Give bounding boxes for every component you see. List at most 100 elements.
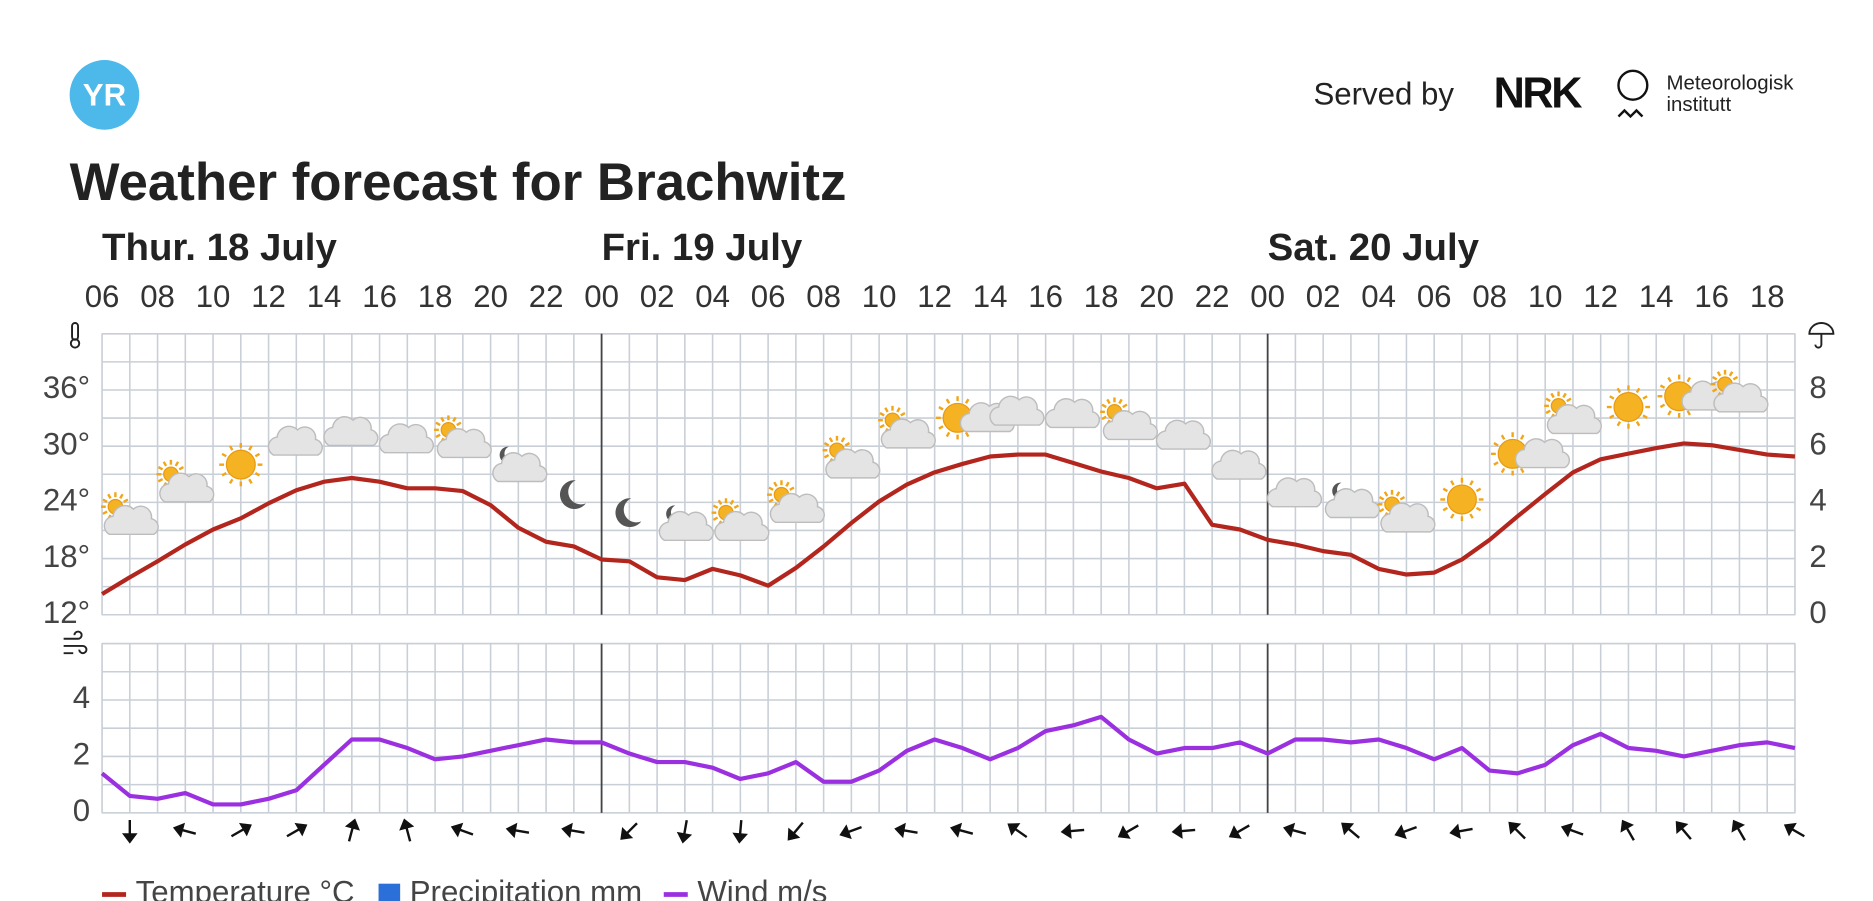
sun-ray xyxy=(1101,415,1107,421)
wind-arrow xyxy=(505,822,530,839)
sun-ray xyxy=(785,481,790,487)
weather-symbol xyxy=(1044,398,1101,429)
wind-arrow xyxy=(1228,824,1250,839)
sun-ray xyxy=(1378,496,1385,501)
series-line xyxy=(100,441,1796,596)
cloud xyxy=(492,452,548,483)
wind-arrow xyxy=(344,818,360,842)
weather-symbol xyxy=(492,446,548,483)
yr-logo-text[interactable]: YR xyxy=(83,78,126,113)
sun-ray xyxy=(938,405,944,411)
sun-ray xyxy=(945,398,951,404)
cloud xyxy=(1211,449,1267,480)
weather-symbol xyxy=(1211,449,1267,480)
wind-arrow xyxy=(1783,822,1805,838)
sun xyxy=(225,449,256,480)
sun-ray xyxy=(1399,496,1406,501)
wind-arrow xyxy=(787,821,804,841)
sun-ray xyxy=(789,486,795,491)
wind-arrow xyxy=(450,822,474,838)
x-tick-label: 20 xyxy=(473,279,508,314)
thermometer-icon xyxy=(69,322,81,349)
sun-ray xyxy=(1545,397,1551,403)
sun xyxy=(1446,484,1477,515)
legend-swatch xyxy=(378,883,401,901)
weather-symbol xyxy=(1155,419,1212,450)
y2-tick-label: 8 xyxy=(1809,370,1826,405)
sun-ray xyxy=(123,498,129,503)
sun-ray xyxy=(828,437,834,443)
wind-arrow xyxy=(1394,824,1417,840)
cloud xyxy=(378,423,435,454)
cloud xyxy=(1324,488,1380,519)
met-logo[interactable] xyxy=(1617,69,1649,101)
cloud xyxy=(323,416,379,447)
x-tick-label: 14 xyxy=(307,279,342,314)
sun-ray xyxy=(1659,384,1666,389)
umbrella-icon xyxy=(1808,322,1835,349)
legend-label: Temperature °C xyxy=(136,875,355,901)
nrk-logo[interactable]: NRK xyxy=(1494,69,1585,117)
x-tick-label: 06 xyxy=(751,279,786,314)
y2-tick-label: 2 xyxy=(1809,539,1826,574)
sun-ray xyxy=(174,461,180,467)
sun-ray xyxy=(1716,371,1722,377)
cloud xyxy=(1044,398,1101,429)
cloud xyxy=(714,510,770,542)
wind-arrow xyxy=(894,822,918,839)
x-tick-label: 10 xyxy=(1528,279,1563,314)
sun-ray xyxy=(1106,398,1111,405)
wind-arrow xyxy=(286,822,308,838)
wind-arrow xyxy=(676,820,693,844)
cloud xyxy=(103,504,159,536)
sun-ray xyxy=(733,504,740,509)
y-tick-label: 0 xyxy=(73,793,90,828)
x-tick-label: 18 xyxy=(1750,279,1785,314)
x-tick-label: 18 xyxy=(1084,279,1119,314)
weather-symbol xyxy=(559,480,586,510)
weather-symbol xyxy=(378,423,435,454)
weather-symbol xyxy=(1606,385,1651,429)
sun-ray xyxy=(254,452,261,458)
wind-arrow xyxy=(561,822,585,839)
sun-ray xyxy=(1635,420,1641,427)
x-tick-label: 14 xyxy=(1639,279,1674,314)
weather-symbol xyxy=(822,435,881,479)
panel-frame xyxy=(101,333,1796,616)
wind-arrow xyxy=(839,824,862,840)
sun-ray xyxy=(768,486,774,491)
sun-ray xyxy=(712,516,719,521)
wind-arrow xyxy=(172,822,197,838)
sun-ray xyxy=(1686,410,1691,416)
x-tick-label: 20 xyxy=(1139,279,1174,314)
day-label: Thur. 18 July xyxy=(102,226,337,269)
wind-arrow xyxy=(399,818,415,842)
sun-ray xyxy=(840,437,846,443)
sun-ray xyxy=(729,499,735,505)
sun-ray xyxy=(254,472,261,477)
day-label: Sat. 20 July xyxy=(1268,226,1480,269)
weather-symbol xyxy=(878,405,936,449)
sun-ray xyxy=(452,416,457,423)
yr-logo[interactable] xyxy=(69,60,140,130)
wind-arrow xyxy=(1675,821,1692,840)
sun-ray xyxy=(884,407,889,413)
sun-ray xyxy=(248,478,253,484)
x-tick-label: 22 xyxy=(1195,279,1230,314)
wind-arrow xyxy=(1341,822,1360,839)
sun-ray xyxy=(1469,480,1474,486)
weather-symbol xyxy=(767,480,825,524)
met-name[interactable]: Meteorologisk xyxy=(1666,72,1794,94)
x-tick-label: 10 xyxy=(196,279,231,314)
sun-ray xyxy=(435,433,441,439)
sun-ray xyxy=(900,412,906,417)
met-name[interactable]: institutt xyxy=(1666,94,1731,116)
sun-ray xyxy=(1667,376,1672,383)
wind-arrow xyxy=(1283,822,1307,838)
sun-ray xyxy=(938,425,944,430)
cloud xyxy=(1155,419,1212,450)
sun-ray xyxy=(1450,513,1455,519)
cloud xyxy=(989,395,1045,426)
cloud xyxy=(1266,477,1323,508)
sun-ray xyxy=(896,407,901,413)
